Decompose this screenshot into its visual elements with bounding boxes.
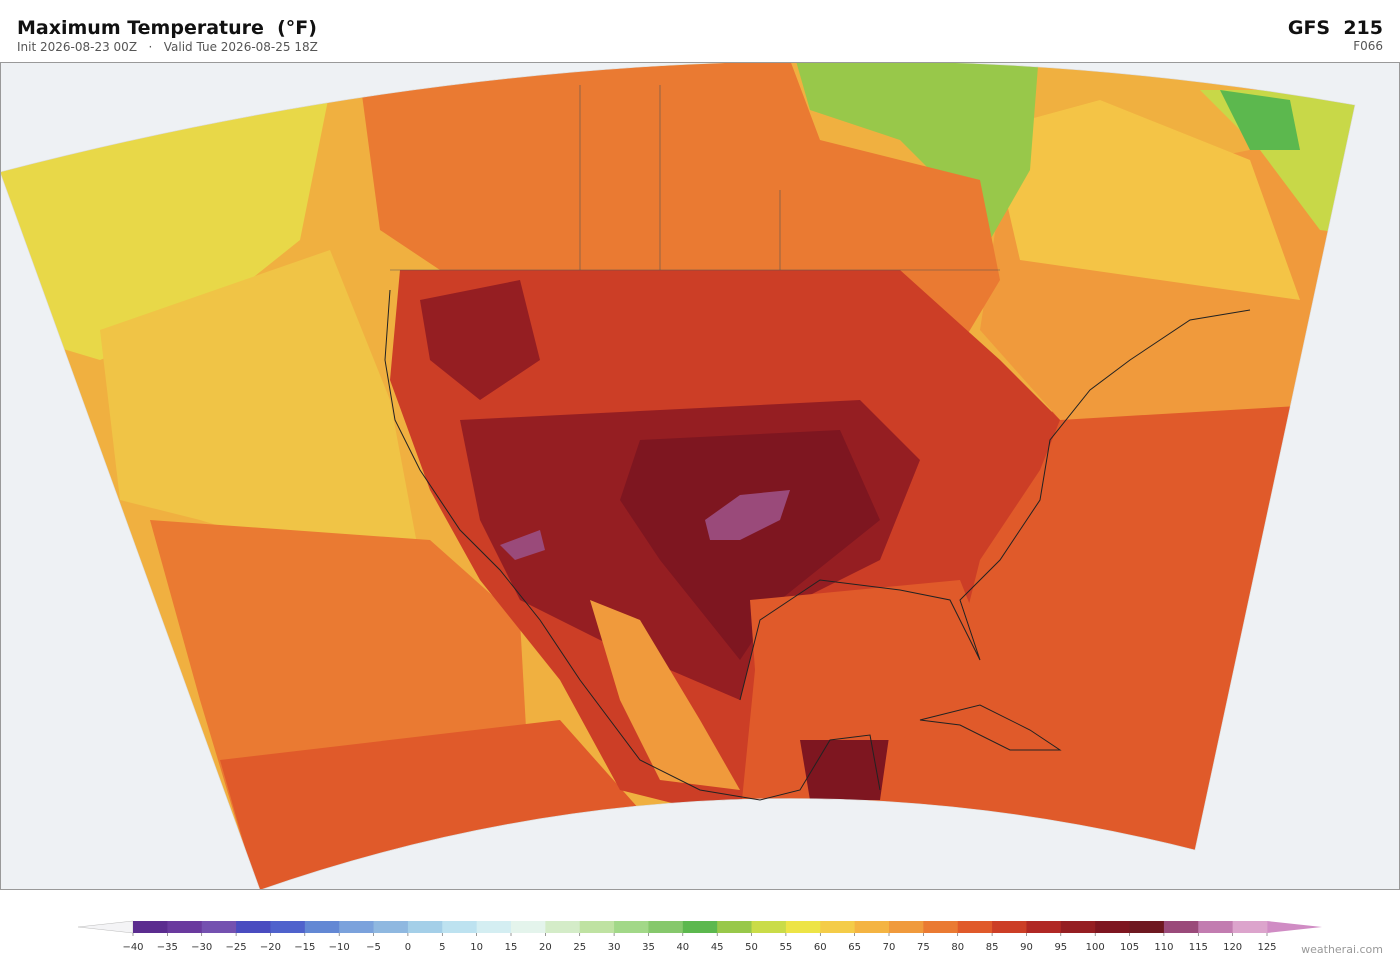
tick-label: −5 <box>366 942 381 953</box>
color-bin <box>545 921 581 933</box>
tick-label: 110 <box>1154 942 1173 953</box>
color-bin <box>992 921 1027 933</box>
temperature-field <box>0 62 1355 890</box>
field-quebec <box>990 100 1300 300</box>
tick-label: 0 <box>405 942 411 953</box>
model: GFS 215 <box>1288 17 1383 39</box>
tick-label: 25 <box>573 942 586 953</box>
tick-label: 15 <box>505 942 518 953</box>
tick-label: −15 <box>294 942 315 953</box>
tick-label: −35 <box>157 942 178 953</box>
field-hottest <box>620 430 880 660</box>
color-bin <box>820 921 856 933</box>
tick-label: 50 <box>745 942 758 953</box>
tick-label: 5 <box>439 942 445 953</box>
tick-label: 45 <box>711 942 724 953</box>
color-bin <box>614 921 649 933</box>
map <box>0 62 1400 890</box>
under-triangle <box>77 920 134 934</box>
color-bin <box>957 921 993 933</box>
tick-label: 80 <box>951 942 964 953</box>
tick-label: 95 <box>1054 942 1067 953</box>
tick-label: 35 <box>642 942 655 953</box>
color-bin <box>1232 921 1268 933</box>
tick-label: −40 <box>122 942 143 953</box>
color-bin <box>1095 921 1130 933</box>
tick-label: −25 <box>226 942 247 953</box>
field-hot-northwest <box>420 280 540 400</box>
color-bin <box>751 921 787 933</box>
tick-label: 120 <box>1223 942 1242 953</box>
tick-label: 60 <box>814 942 827 953</box>
color-bin <box>579 921 615 933</box>
tick-label: 30 <box>608 942 621 953</box>
tick-label: 75 <box>917 942 930 953</box>
tick-label: 65 <box>848 942 861 953</box>
color-bin <box>1163 921 1199 933</box>
color-bin <box>339 921 374 933</box>
coastline-cuba <box>919 704 1062 751</box>
borders <box>390 85 1000 271</box>
color-bin <box>1129 921 1165 933</box>
tick-label: −30 <box>191 942 212 953</box>
field-gulf <box>750 580 1000 740</box>
tick-label: 10 <box>470 942 483 953</box>
color-bin <box>1198 921 1234 933</box>
field-yucatan <box>800 730 890 800</box>
field-purple-sw <box>500 530 545 560</box>
tick-label: −20 <box>260 942 281 953</box>
color-bin <box>717 921 752 933</box>
color-bin <box>407 921 443 933</box>
tick-label: 40 <box>676 942 689 953</box>
title: Maximum Temperature (°F) <box>17 17 317 39</box>
color-bin <box>304 921 340 933</box>
domain-edge <box>0 62 1356 890</box>
color-bin <box>648 921 684 933</box>
color-bin <box>236 921 271 933</box>
coastline-east <box>739 309 1251 701</box>
over-triangle <box>1267 921 1322 933</box>
tick-label: −10 <box>329 942 350 953</box>
color-bin <box>682 921 718 933</box>
credit: weatherai.com <box>1301 943 1383 956</box>
tick-label: 125 <box>1257 942 1276 953</box>
color-bin <box>889 921 924 933</box>
field-green <box>1220 90 1300 150</box>
field-purple <box>705 490 790 540</box>
colorbar: −40 −35 −30 −25 −20 −15 −10 −5 0 5 10 15 20 25 30 35 40 4… <box>77 920 1322 953</box>
color-bin <box>923 921 959 933</box>
color-bin <box>442 921 478 933</box>
color-bin <box>167 921 203 933</box>
tick-label: 85 <box>986 942 999 953</box>
color-bin <box>201 921 237 933</box>
color-bin <box>785 921 821 933</box>
color-bin <box>854 921 890 933</box>
forecast-hour: F066 <box>1353 39 1383 53</box>
color-bin <box>373 921 409 933</box>
field-yellow <box>0 90 330 360</box>
subtitle: Init 2026-08-23 00Z · Valid Tue 2026-08-… <box>17 40 318 54</box>
field-red-orange <box>220 720 640 890</box>
tick-label: 70 <box>883 942 896 953</box>
tick-label: 90 <box>1020 942 1033 953</box>
tick-label: 105 <box>1120 942 1139 953</box>
field-mexico-highland <box>590 600 740 790</box>
field-yellow-orange <box>100 250 420 560</box>
tick-label: 115 <box>1189 942 1208 953</box>
color-bin <box>133 921 168 933</box>
color-bin <box>1060 921 1096 933</box>
coastline-west <box>384 289 881 801</box>
color-bin <box>511 921 546 933</box>
color-bin <box>1026 921 1062 933</box>
tick-label: 55 <box>780 942 793 953</box>
tick-label: 100 <box>1086 942 1105 953</box>
tick-label: 20 <box>539 942 552 953</box>
color-bin <box>476 921 512 933</box>
color-bin <box>270 921 306 933</box>
